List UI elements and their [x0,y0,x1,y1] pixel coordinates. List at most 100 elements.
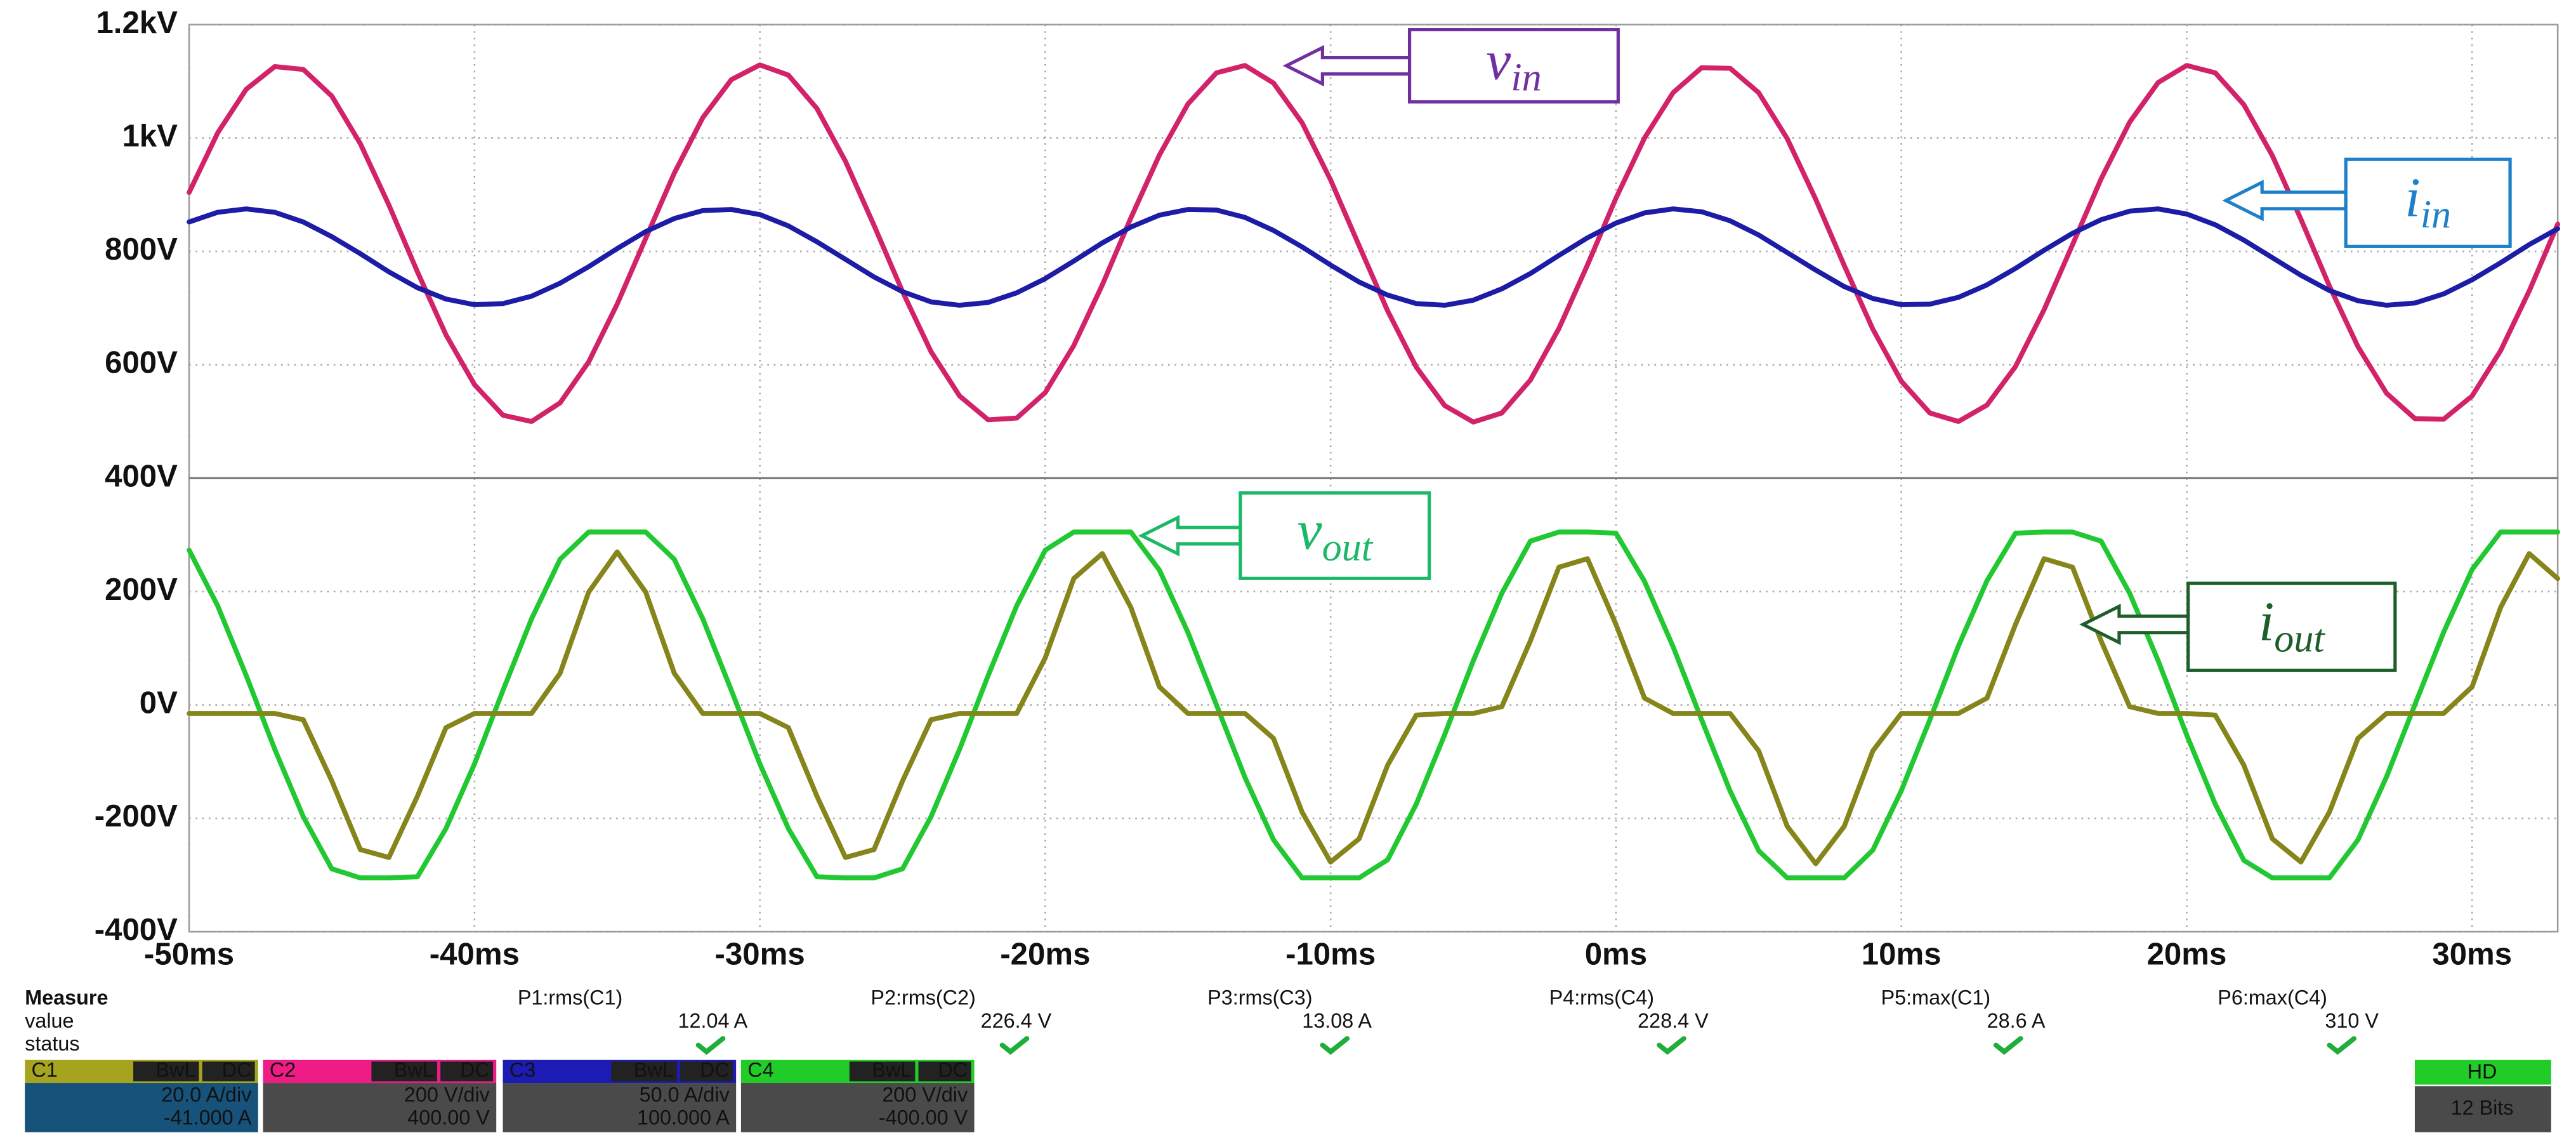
annotation-box [1407,28,1620,104]
row-label: value [25,1009,74,1032]
measure-value: 310 V [2325,1009,2379,1032]
coupling-badge [202,1061,255,1082]
bw-badge [849,1061,916,1082]
channel-name: C1 [32,1058,58,1081]
y-tick-label: 800V [105,232,178,267]
channel-bw: BwL [155,1058,195,1081]
status-check [1657,1036,1686,1055]
annotation-label: iout [2259,591,2326,660]
annotation-label: vin [1486,30,1541,99]
measure-value: 28.6 A [1987,1009,2046,1032]
channel-scale: 20.0 A/div [161,1083,252,1106]
channel-offset: -400.00 V [879,1106,968,1129]
coupling-badge [440,1061,494,1082]
measure-value: 12.04 A [678,1009,747,1032]
status-check [1993,1036,2023,1055]
bits-badge [2414,1086,2551,1132]
status-check [1320,1036,1350,1055]
channel-name: C3 [509,1058,536,1081]
axes: -400V -200V 0V 200V 400V 600V 800V 1kV 1.2kV -50m… [95,5,2512,972]
x-tick-label: -50ms [144,937,234,972]
channel-bw: BwL [872,1058,912,1081]
x-tick-label: -20ms [1000,937,1090,972]
annotation-sub: in [1511,56,1541,99]
bits-label: 12 Bits [2451,1096,2514,1119]
y-tick-label: 200V [105,572,178,607]
annotation-box [2186,581,2397,672]
measure-value: 226.4 V [981,1009,1052,1032]
annotation-main: v [1486,30,1511,91]
y-tick-label: 400V [105,458,178,493]
y-tick-label: -200V [95,799,178,833]
annotation-box [1239,491,1431,580]
bw-badge [133,1061,199,1082]
y-tick-label: -400V [95,912,178,947]
channel-offset: 100.000 A [637,1106,730,1129]
channel-coupling: DC [222,1058,252,1081]
annotation-sub: out [2274,617,2325,660]
trace [187,206,2561,308]
bw-badge [611,1061,677,1082]
annotation-main: v [1298,500,1323,562]
channel-bw: BwL [394,1058,434,1081]
channel-offset: -41.000 A [164,1106,252,1129]
annotation-box [2344,157,2512,248]
measure-label: P2:rms(C2) [871,986,975,1009]
channel-scale: 200 V/div [882,1083,968,1106]
bw-badge [371,1061,437,1082]
measure-label: P5:max(C1) [1881,986,1991,1009]
x-tick-label: -40ms [430,937,520,972]
trace [187,529,2561,880]
channel-body [25,1083,258,1132]
x-tick-label: 10ms [1862,937,1942,972]
annotation-sub: out [1322,526,1374,569]
x-tick-label: -30ms [715,937,805,972]
channel-coupling: DC [460,1058,490,1081]
measure-value: 228.4 V [1638,1009,1709,1032]
grid [188,23,2559,933]
channel-coupling: DC [700,1058,730,1081]
channel-coupling: DC [938,1058,968,1081]
y-tick-label: 0V [140,686,178,720]
measure-label: P1:rms(C1) [518,986,622,1009]
x-tick-label: 30ms [2432,937,2512,972]
y-tick-label: 1kV [122,118,178,153]
x-tick-label: -10ms [1285,937,1376,972]
measure-label: P3:rms(C3) [1207,986,1312,1009]
annotation-main: i [2405,167,2420,229]
channel-bw: BwL [634,1058,674,1081]
x-tick-label: 20ms [2147,937,2227,972]
trace [187,62,2561,425]
annotation-main: i [2259,591,2274,653]
y-tick-label: 600V [105,345,178,380]
status-check [2327,1036,2357,1055]
x-tick-label: 0ms [1585,937,1647,972]
channel-offset: 400.00 V [407,1106,490,1129]
channel-body [740,1083,975,1132]
y-tick-label: 1.2kV [96,5,178,40]
channel-scale: 200 V/div [404,1083,490,1106]
measure-value: 13.08 A [1302,1009,1372,1032]
channel-body [263,1083,497,1132]
annotation-label: iin [2405,167,2451,236]
coupling-badge [918,1061,971,1082]
channel-name: C4 [747,1058,773,1081]
trace [187,549,2561,866]
annotation-label: vout [1298,500,1374,569]
channel-scale: 50.0 A/div [640,1083,730,1106]
measure-label: P6:max(C4) [2218,986,2327,1009]
measure-label: P4:rms(C4) [1549,986,1654,1009]
channel-name: C2 [270,1058,296,1081]
channel-body [503,1083,737,1132]
measure-title: Measure [25,986,108,1009]
traces [187,62,2561,880]
annotation-sub: in [2421,194,2451,237]
status-check [695,1036,726,1055]
status-check [999,1036,1030,1055]
coupling-badge [680,1061,733,1082]
row-label: status [25,1032,79,1055]
hd-badge [2414,1059,2551,1085]
